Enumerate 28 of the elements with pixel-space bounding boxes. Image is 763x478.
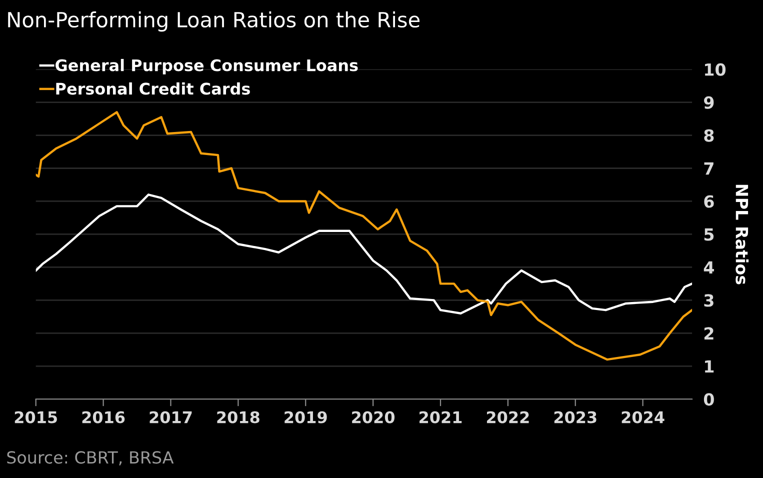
- x-tick-label: 2018: [217, 411, 260, 424]
- line-series: [36, 194, 692, 314]
- y-tick-label: 0: [704, 393, 714, 406]
- x-tick-label: 2023: [554, 411, 596, 424]
- legend-label: General Purpose Consumer Loans: [56, 58, 358, 74]
- y-tick-label: 8: [704, 129, 714, 142]
- line-series: [36, 111, 692, 361]
- y-tick-label: 10: [705, 63, 726, 76]
- x-tick-label: 2021: [420, 411, 462, 424]
- y-tick-label: 9: [704, 96, 714, 109]
- legend-label: Personal Credit Cards: [56, 82, 250, 95]
- y-tick-label: 6: [704, 195, 714, 208]
- y-tick-label: 1: [705, 360, 714, 372]
- x-tick-label: 2022: [486, 411, 529, 424]
- y-axis-title: NPL Ratios: [736, 184, 749, 284]
- y-tick-label: 5: [704, 228, 714, 241]
- x-tick-label: 2020: [352, 411, 395, 424]
- x-tick-label: 2019: [284, 411, 327, 424]
- x-tick-label: 2017: [150, 411, 192, 424]
- y-tick-label: 7: [704, 162, 714, 175]
- source-note: Source: CBRT, BRSA: [7, 451, 174, 466]
- x-tick-label: 2015: [14, 411, 57, 424]
- x-tick-label: 2024: [622, 411, 664, 424]
- y-tick-label: 2: [704, 327, 714, 340]
- chart-title: Non-Performing Loan Ratios on the Rise: [8, 11, 420, 32]
- y-tick-label: 4: [704, 261, 714, 274]
- x-tick-label: 2016: [82, 411, 125, 424]
- y-tick-label: 3: [704, 294, 714, 307]
